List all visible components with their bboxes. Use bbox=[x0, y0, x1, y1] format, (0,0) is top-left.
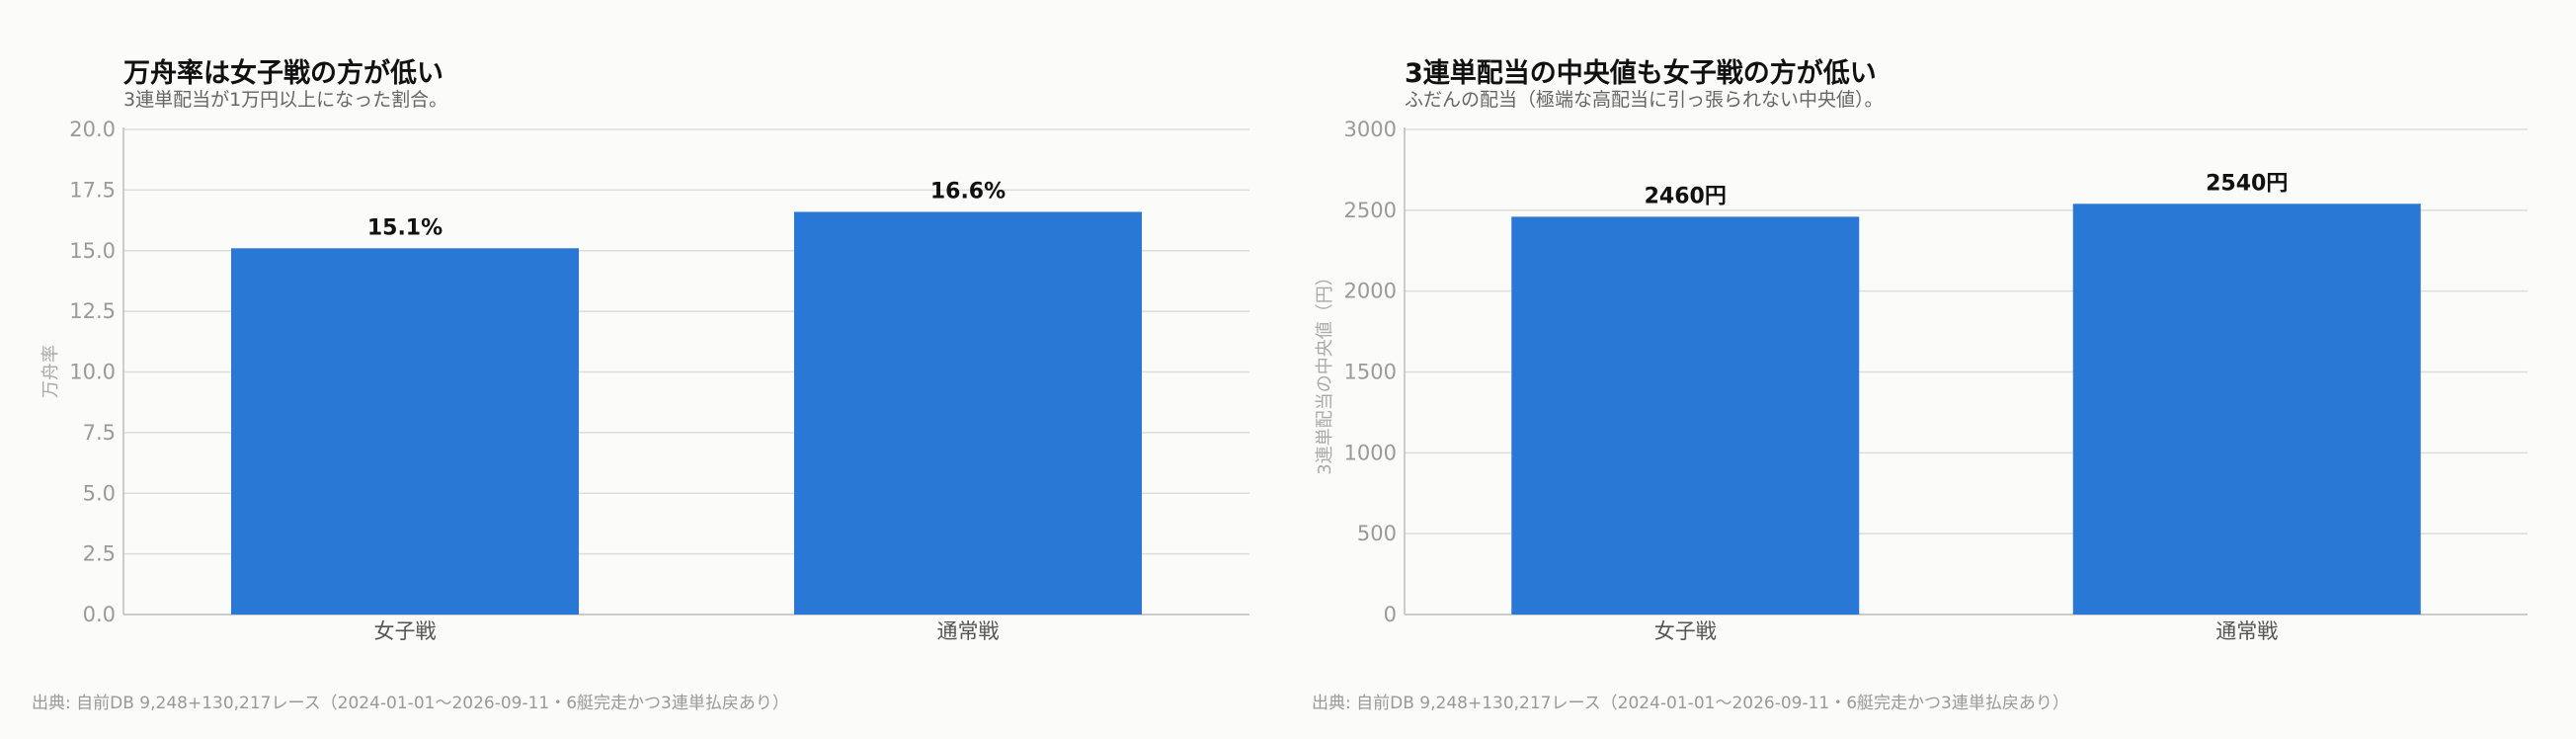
bar bbox=[1511, 216, 1860, 615]
y-tick-label: 1000 bbox=[1344, 441, 1397, 464]
data-label: 16.6% bbox=[930, 179, 1006, 204]
source-note: 出典: 自前DB 9,248+130,217レース（2024-01-01〜202… bbox=[1312, 694, 2069, 713]
chart-subtitle: 3連単配当が1万円以上になった割合。 bbox=[123, 89, 448, 111]
data-label: 2460円 bbox=[1645, 184, 1727, 208]
y-tick-label: 12.5 bbox=[69, 299, 116, 323]
y-axis-label: 万舟率 bbox=[40, 345, 61, 398]
y-tick-label: 17.5 bbox=[69, 178, 116, 202]
bar-chart-mansyu-rate: 0.0 2.5 5.0 7.5 10.0 12.5 15.0 17.5 20.0 万舟率 15.1%… bbox=[40, 118, 1249, 643]
y-tick-label: 15.0 bbox=[69, 239, 116, 263]
x-category-label: 女子戦 bbox=[374, 619, 437, 643]
data-label: 15.1% bbox=[367, 215, 443, 240]
y-tick-label: 10.0 bbox=[69, 361, 116, 384]
source-note: 出典: 自前DB 9,248+130,217レース（2024-01-01〜202… bbox=[32, 694, 789, 713]
chart-subtitle: ふだんの配当（極端な高配当に引っ張られない中央値）。 bbox=[1405, 89, 1884, 111]
y-tick-label: 2000 bbox=[1344, 280, 1397, 303]
x-category-label: 通常戦 bbox=[2215, 619, 2278, 643]
y-tick-label: 500 bbox=[1357, 522, 1397, 545]
y-tick-label: 2500 bbox=[1344, 199, 1397, 222]
bar-chart-median-payout: 0 500 1000 1500 2000 2500 3000 3連単配当の中央値（円） 2460… bbox=[1315, 118, 2528, 643]
bar bbox=[794, 211, 1142, 615]
chart-panel-median-payout: 3連単配当の中央値も女子戦の方が低い ふだんの配当（極端な高配当に引っ張られない… bbox=[1288, 0, 2576, 739]
y-axis-label: 3連単配当の中央値（円） bbox=[1315, 268, 1335, 474]
chart-panel-mansyu-rate: 万舟率は女子戦の方が低い 3連単配当が1万円以上になった割合。 0.0 2.5 5.… bbox=[32, 58, 1249, 713]
y-tick-label: 0 bbox=[1384, 603, 1397, 626]
x-category-label: 女子戦 bbox=[1654, 619, 1717, 643]
y-tick-label: 3000 bbox=[1344, 118, 1397, 141]
y-tick-label: 2.5 bbox=[83, 542, 116, 566]
chart-title: 万舟率は女子戦の方が低い bbox=[123, 58, 443, 89]
chart-title: 3連単配当の中央値も女子戦の方が低い bbox=[1405, 58, 1877, 89]
data-label: 2540円 bbox=[2206, 171, 2288, 196]
y-tick-label: 20.0 bbox=[69, 118, 116, 141]
y-tick-label: 0.0 bbox=[83, 603, 116, 626]
y-tick-label: 5.0 bbox=[83, 481, 116, 505]
x-category-label: 通常戦 bbox=[937, 619, 1000, 643]
bar bbox=[2072, 204, 2421, 615]
bar bbox=[231, 248, 579, 616]
y-tick-label: 7.5 bbox=[83, 421, 116, 445]
y-tick-label: 1500 bbox=[1344, 361, 1397, 384]
